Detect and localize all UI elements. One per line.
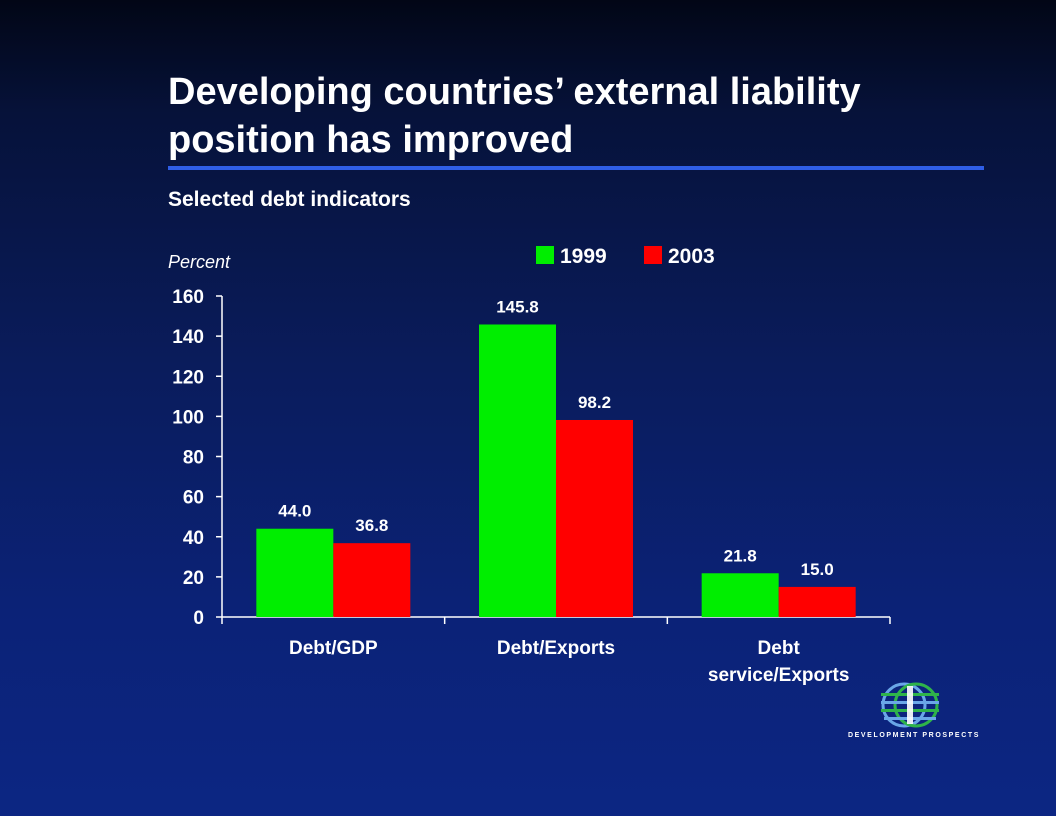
data-label-2003-0: 36.8 <box>355 516 388 535</box>
bar-2003-0 <box>333 543 411 617</box>
chart-subtitle: Selected debt indicators <box>168 188 411 211</box>
category-label: Debt/Exports <box>497 638 615 659</box>
data-label-2003-2: 15.0 <box>801 560 834 579</box>
legend-swatch-2003 <box>644 246 662 264</box>
data-label-1999-2: 21.8 <box>724 546 757 565</box>
data-label-1999-1: 145.8 <box>496 297 539 316</box>
y-tick-label: 120 <box>172 367 204 388</box>
category-label: Debt/GDP <box>289 638 378 659</box>
y-tick-label: 20 <box>183 568 204 589</box>
bar-2003-1 <box>556 419 633 617</box>
y-tick-label: 80 <box>183 448 204 469</box>
slide-title: Developing countries’ external liability… <box>168 71 861 161</box>
chart-bars <box>256 324 856 617</box>
y-tick-label: 100 <box>172 407 204 428</box>
development-prospects-logo: DEVELOPMENT PROSPECTS <box>846 680 982 746</box>
category-label: Debt <box>758 638 801 659</box>
y-tick-label: 40 <box>183 528 204 549</box>
legend-label-1999: 1999 <box>560 245 607 268</box>
legend-label-2003: 2003 <box>668 245 715 268</box>
globe-logo-icon <box>881 682 939 728</box>
y-axis-unit-label: Percent <box>168 252 231 272</box>
y-tick-label: 160 <box>172 287 204 308</box>
y-tick-label: 0 <box>193 608 204 629</box>
chart-labels: 44.0 36.8 Debt/GDP 145.8 98.2 Debt/Exports 21.… <box>278 297 849 686</box>
y-tick-label: 60 <box>183 488 204 509</box>
y-tick-label: 140 <box>172 327 204 348</box>
bar-2003-2 <box>778 586 856 617</box>
logo-text: DEVELOPMENT PROSPECTS <box>847 732 980 739</box>
bar-1999-2 <box>701 573 779 617</box>
data-label-1999-0: 44.0 <box>278 502 311 521</box>
bar-1999-0 <box>256 528 334 617</box>
category-label: service/Exports <box>708 665 850 686</box>
legend-swatch-1999 <box>536 246 554 264</box>
title-underline <box>168 166 984 170</box>
bar-1999-1 <box>479 324 556 617</box>
chart-legend: 1999 2003 <box>536 245 715 268</box>
data-label-2003-1: 98.2 <box>578 393 611 412</box>
